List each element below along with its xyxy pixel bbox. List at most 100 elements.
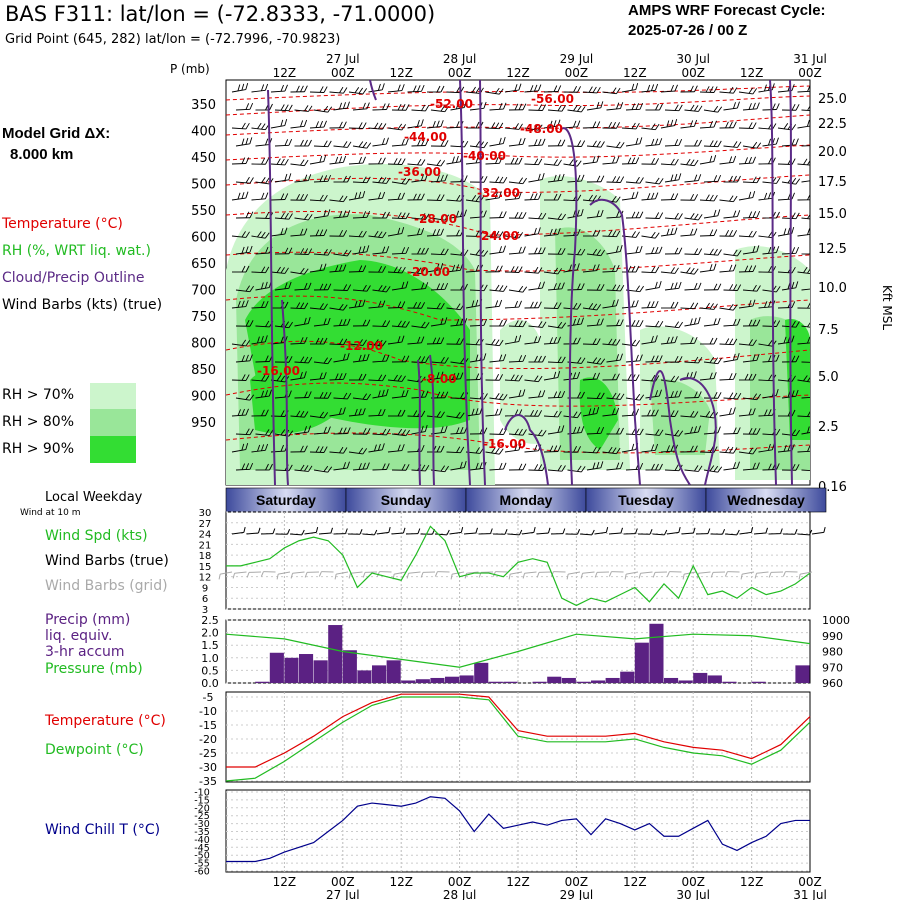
wind-barb: [368, 266, 387, 273]
wind-barb: [294, 391, 312, 399]
weekday-label: Tuesday: [618, 492, 674, 508]
grid-wind-barb: [536, 571, 552, 578]
wind-barb: [372, 320, 391, 327]
wind-barb: [329, 407, 346, 417]
wind-barb: [485, 374, 504, 381]
surface-wind-barb: [478, 528, 493, 535]
wind-barb: [504, 192, 522, 201]
wind-barb: [645, 138, 663, 147]
surface-wind-barb: [768, 528, 783, 535]
weekday-cell: [345, 487, 467, 513]
kft-tick: 10.0: [818, 281, 847, 296]
precip-bar: [678, 680, 693, 683]
weekday-label: Saturday: [256, 492, 316, 508]
wind-barb: [723, 141, 742, 148]
wind-barb: [645, 463, 663, 471]
wind-barb: [352, 141, 372, 149]
wind-barb: [232, 265, 250, 273]
kft-axis-ticks: 25.022.520.017.515.012.510.07.55.02.50.1…: [818, 92, 847, 495]
wind-barb: [621, 157, 640, 165]
temp-label: -16.00: [483, 437, 526, 451]
wind-barb: [391, 212, 410, 220]
wind-barb: [430, 213, 450, 221]
time-tick: 12Z: [740, 66, 764, 80]
grid-wind-barb: [666, 571, 682, 577]
wind-ytick: 9: [202, 583, 208, 594]
surface-wind-barb: [405, 528, 421, 535]
wind-barb: [469, 249, 489, 257]
wind-barb: [801, 396, 810, 399]
grid-wind-barb: [608, 571, 624, 577]
wind-barb: [391, 177, 411, 185]
wind-barb: [505, 157, 523, 165]
wind-barb: [270, 227, 288, 237]
grid-wind-barb: [508, 571, 523, 580]
surface-wind-barb: [594, 526, 609, 535]
time-tick: 12Z: [623, 875, 647, 889]
grid-wind-barb: [464, 571, 479, 579]
wind-barb: [742, 176, 761, 184]
wind-barb: [684, 282, 702, 291]
chill-ytick: -35: [194, 827, 210, 838]
wind-ytick: 21: [199, 540, 212, 551]
wind-barb: [625, 245, 643, 255]
wind-barb: [699, 302, 718, 310]
wind-barb: [684, 425, 701, 435]
wind-barb: [274, 212, 293, 220]
wind-barb: [430, 140, 449, 147]
wind-barb: [524, 409, 543, 417]
wind-barb: [742, 319, 761, 327]
wind-barbs-true-legend: Wind Barbs (true): [45, 553, 169, 569]
wind-barb: [333, 318, 351, 327]
wind-barb: [251, 409, 269, 417]
wind-barb: [349, 373, 367, 381]
time-tick: 12Z: [623, 66, 647, 80]
grid-wind-barb: [420, 571, 436, 578]
surface-wind-barb: [275, 529, 291, 535]
precip-bar: [620, 671, 635, 683]
wind-barb: [348, 299, 366, 309]
wind-barb: [684, 213, 703, 221]
wind-barb: [645, 355, 663, 363]
wind-barb: [450, 426, 468, 435]
wind-barb: [231, 408, 249, 417]
wind-barb: [621, 122, 640, 130]
wind-barb: [719, 155, 737, 165]
wind-barb: [313, 357, 332, 365]
wind-barb: [313, 174, 332, 183]
wind-barb: [547, 248, 566, 255]
surface-wind-barb: [521, 526, 536, 535]
top-time-ticks: 12Z 00Z 12Z 00Z 12Z 00Z 12Z 00Z 12Z 00Z: [273, 66, 822, 80]
surface-wind-barb: [463, 527, 478, 535]
wind-barb: [290, 336, 308, 345]
wind-barb: [430, 282, 449, 291]
wind-barb: [294, 174, 312, 183]
wind-barb: [660, 158, 679, 166]
wind-barb: [426, 194, 445, 201]
wind-barb: [430, 105, 449, 113]
bottom-time-ticks: 12Z 00Z 12Z 00Z 12Z 00Z 12Z 00Z 12Z 00Z: [273, 875, 822, 889]
surface-wind-barb: [623, 528, 638, 535]
wind-barb: [582, 372, 600, 381]
wind-barb: [606, 284, 625, 292]
wind-barb: [329, 303, 348, 311]
wind-barb: [528, 429, 547, 437]
wind-barb: [290, 159, 309, 167]
wind-barb: [387, 444, 405, 453]
wind-barb: [407, 267, 426, 275]
wind-barb: [738, 122, 757, 129]
temp-label: -8.00: [422, 372, 457, 386]
wind-barb: [270, 266, 289, 274]
wind-barb: [738, 191, 756, 201]
wind-barb: [372, 285, 391, 293]
wind-barb: [547, 464, 566, 472]
wind-barb: [290, 228, 308, 237]
wind-barb: [660, 267, 679, 274]
grid-wind-barb: [624, 571, 639, 580]
wind-barb: [290, 267, 309, 275]
wind-chill-line: [226, 796, 810, 863]
wind-barb: [547, 425, 565, 435]
grid-wind-barb: [710, 571, 726, 578]
precip-bar: [795, 665, 810, 683]
wind-barb: [485, 191, 502, 201]
